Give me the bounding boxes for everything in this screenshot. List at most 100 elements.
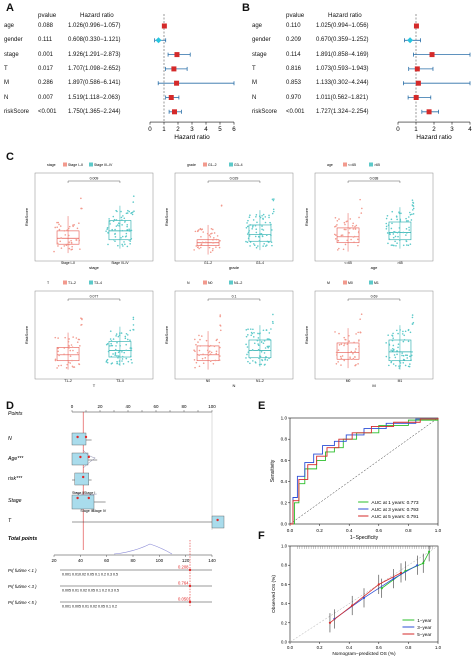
data-point [113, 218, 116, 221]
data-point [405, 220, 408, 222]
forest-cell-hr_text: 1.897(0.586−6.141) [68, 80, 121, 87]
data-point [260, 341, 263, 343]
data-point [114, 228, 116, 231]
legend-swatch-2 [229, 162, 233, 167]
forest-cell-name: M [4, 80, 9, 87]
data-point [247, 360, 249, 363]
data-point [209, 236, 212, 238]
box [336, 227, 360, 244]
data-point [105, 230, 107, 232]
nomogram-row-label: N [8, 436, 12, 442]
data-point [63, 353, 65, 356]
data-point [412, 201, 414, 204]
data-point [360, 212, 363, 214]
data-point [130, 237, 133, 240]
data-point [117, 244, 119, 247]
data-point [247, 334, 249, 336]
data-point [254, 224, 257, 227]
data-point [251, 227, 253, 230]
data-point [125, 235, 128, 237]
data-point [117, 335, 120, 338]
data-point [124, 335, 127, 338]
plot-frame [34, 172, 154, 262]
group-tick-label: M0 [346, 379, 351, 383]
data-point [126, 225, 128, 228]
data-point [218, 246, 221, 249]
selected-point [216, 518, 219, 522]
data-point [396, 218, 398, 221]
data-point [391, 339, 394, 342]
data-point [392, 233, 395, 235]
data-point [337, 239, 340, 242]
data-point [66, 363, 69, 366]
data-point [116, 224, 119, 226]
data-point [253, 331, 255, 334]
y-axis-label: RiskScore [164, 325, 169, 344]
hr-marker [413, 23, 419, 29]
data-point [212, 362, 215, 365]
y-axis-label: RiskScore [304, 325, 309, 344]
data-point [199, 345, 202, 347]
data-point [387, 224, 390, 226]
data-point [412, 207, 415, 210]
data-point [127, 360, 130, 363]
data-point [131, 362, 133, 364]
group-tick-label: Stage I–II [61, 261, 75, 265]
forest-cell-hr_text: 1.025(0.994−1.056) [316, 23, 369, 29]
data-point [395, 215, 398, 218]
data-point [130, 358, 133, 361]
data-point [125, 357, 128, 360]
forest-cell-name: stage [4, 51, 19, 58]
data-point [196, 230, 199, 233]
data-point [245, 357, 247, 359]
data-point [254, 235, 257, 238]
data-point [387, 242, 389, 245]
data-point [355, 348, 357, 350]
legend-swatch-2 [369, 162, 373, 167]
legend-swatch-2 [369, 280, 373, 285]
data-point [344, 243, 347, 246]
nomogram-panel-d: Points N Age*** risk*** Stage T Total points Pr… [7, 404, 225, 609]
data-point [258, 363, 261, 366]
data-point [256, 221, 258, 224]
boxplot-T: T T1–2 T3–4 RiskScore T 0.077 T1–2 T3–4 [24, 280, 154, 388]
data-point [252, 219, 255, 221]
data-point [359, 318, 361, 321]
data-point [68, 243, 71, 246]
calibration-point [416, 564, 419, 567]
legend-title: age [327, 163, 333, 167]
data-point [60, 247, 63, 249]
data-point [130, 229, 133, 232]
p-value: 0.029 [230, 177, 239, 181]
data-point [255, 215, 257, 218]
data-point [261, 235, 264, 238]
y-axis-label: RiskScore [24, 207, 29, 226]
data-point [123, 351, 126, 354]
data-point [57, 245, 59, 247]
stage-level-label: Stage III [80, 509, 93, 513]
calibration-point [377, 583, 380, 586]
data-point [409, 355, 411, 358]
data-point [56, 221, 58, 224]
data-point [211, 249, 214, 252]
data-point [204, 357, 207, 359]
data-point [343, 228, 346, 231]
data-point [116, 341, 118, 344]
data-point [340, 234, 343, 237]
data-point [210, 351, 213, 354]
data-point [57, 347, 59, 350]
probability-tick-labels: 0.001 0.005 0.01 0.02 0.05 0.1 0.2 [62, 605, 117, 609]
data-point [399, 362, 402, 364]
data-point [354, 225, 356, 228]
data-point [349, 358, 351, 360]
legend-swatch-1 [63, 162, 67, 167]
data-point [249, 245, 251, 247]
data-point [265, 329, 268, 331]
group-tick-label: T3–4 [116, 379, 124, 383]
data-point [219, 314, 222, 316]
calibration-point [392, 577, 395, 580]
data-point [354, 228, 357, 230]
forest-cell-name: N [252, 94, 257, 101]
data-point [268, 214, 270, 217]
forest-cell-p: 0.286 [38, 80, 54, 87]
